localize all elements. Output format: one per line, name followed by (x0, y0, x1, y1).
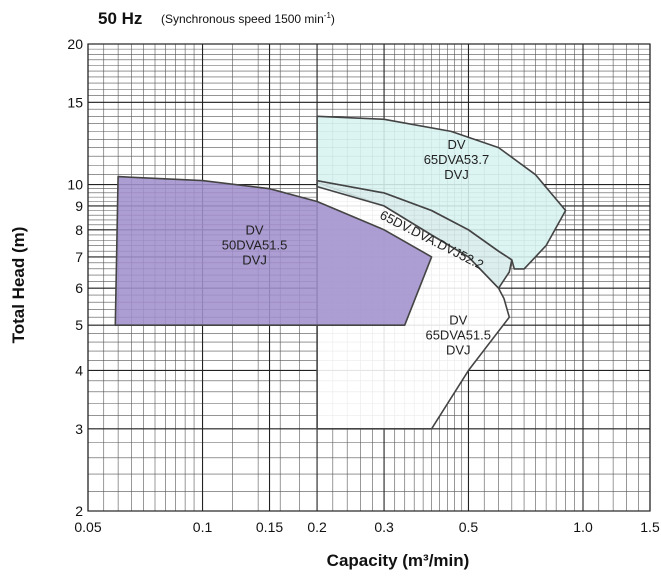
y-tick-label: 2 (75, 503, 83, 519)
y-tick-label: 5 (75, 317, 83, 333)
x-tick-label: 0.1 (193, 519, 213, 535)
region-label-2: DV 50DVA51.5 DVJ (222, 223, 288, 268)
x-axis-label: Capacity (m³/min) (327, 551, 470, 570)
x-tick-label: 0.05 (74, 519, 101, 535)
region-label-line: DV (246, 223, 264, 238)
region-label-1: DV 65DVA51.5 DVJ (425, 313, 491, 358)
region-label-line: 50DVA51.5 (222, 238, 288, 253)
y-tick-label: 6 (75, 280, 83, 296)
region-4 (316, 115, 567, 270)
chart-title: 50 Hz (98, 9, 142, 28)
x-tick-label: 1.5 (640, 519, 660, 535)
x-tick-label: 1.0 (573, 519, 593, 535)
y-tick-label: 15 (67, 94, 83, 110)
y-tick-label: 9 (75, 198, 83, 214)
region-label-line: DVJ (444, 167, 469, 182)
x-tick-label: 0.2 (307, 519, 327, 535)
x-tick-label: 0.3 (374, 519, 394, 535)
region-label-line: DV (449, 313, 467, 328)
x-tick-labels: 0.05 0.1 0.15 0.2 0.3 0.5 1.0 1.5 (74, 519, 660, 535)
region-label-line: DV (447, 137, 465, 152)
pump-regions (114, 115, 567, 430)
x-tick-label: 0.5 (459, 519, 479, 535)
region-2 (114, 175, 433, 327)
x-tick-label: 0.15 (256, 519, 283, 535)
y-axis-label: Total Head (m) (9, 227, 28, 344)
region-label-line: DVJ (242, 253, 267, 268)
region-label-line: 65DVA53.7 (424, 152, 490, 167)
y-tick-label: 8 (75, 222, 83, 238)
y-tick-label: 4 (75, 362, 83, 378)
region-label-4: DV 65DVA53.7 DVJ (424, 137, 490, 182)
region-label-line: 65DVA51.5 (425, 328, 491, 343)
y-tick-labels: 2 3 4 5 6 7 8 9 10 15 20 (67, 36, 83, 519)
y-tick-label: 20 (67, 36, 83, 52)
plot-frame (87, 43, 651, 512)
region-label-line: DVJ (446, 343, 471, 358)
y-tick-label: 10 (67, 177, 83, 193)
y-tick-label: 7 (75, 249, 83, 265)
y-tick-label: 3 (75, 421, 83, 437)
chart-subtitle: (Synchronous speed 1500 min-1) (161, 11, 335, 26)
